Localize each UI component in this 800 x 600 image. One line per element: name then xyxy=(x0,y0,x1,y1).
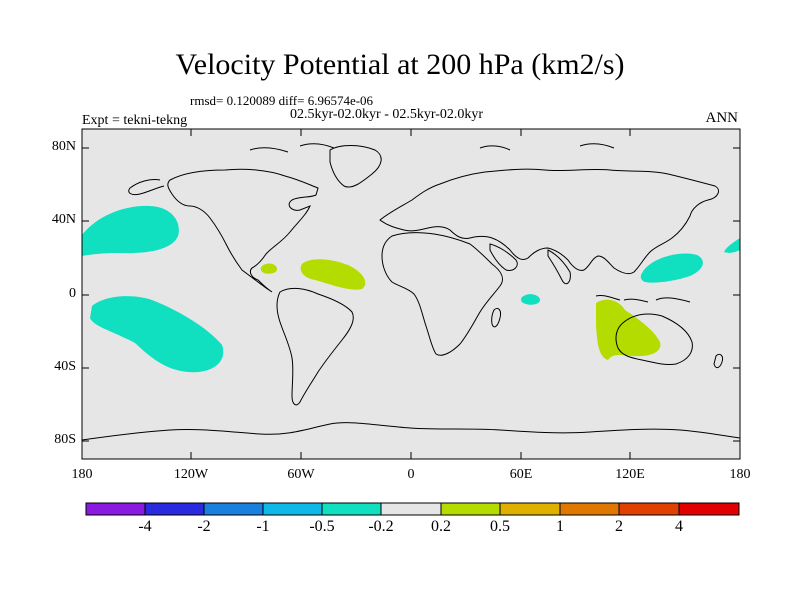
caribbean-positive-region xyxy=(300,259,366,290)
lon-label-120w: 120W xyxy=(173,467,209,482)
south-america-coastline xyxy=(276,287,354,406)
indian-ocean-negative-region xyxy=(521,294,541,305)
colorbar-box-6 xyxy=(380,502,442,516)
lon-ticks xyxy=(190,129,631,459)
colorbar-box-4 xyxy=(262,502,323,516)
colorbar-label-7: 0.5 xyxy=(490,518,510,535)
colorbar-box-10 xyxy=(618,502,680,516)
experiment-label: Expt = tekni-tekng xyxy=(82,113,188,128)
colorbar-label-3: -1 xyxy=(256,518,270,535)
new-zealand-coastline xyxy=(713,353,723,369)
north-pacific-negative-region xyxy=(82,205,179,256)
north-america-coastline xyxy=(167,168,319,293)
colorbar-box-7 xyxy=(440,502,501,516)
season-label: ANN xyxy=(705,110,739,126)
europe-asia-coastline xyxy=(379,168,719,275)
colorbar-box-8 xyxy=(499,502,561,516)
indonesia-coastline xyxy=(595,295,691,303)
arctic-islands-coastline xyxy=(249,143,615,153)
lat-label-80s: 80S xyxy=(54,432,76,447)
colorbar-label-8: 1 xyxy=(556,518,564,535)
colorbar-box-1 xyxy=(85,502,146,516)
africa-coastline xyxy=(381,232,503,356)
india-coastline xyxy=(547,249,571,285)
east-edge-negative-region xyxy=(724,238,740,253)
chart-title: Velocity Potential at 200 hPa (km2/s) xyxy=(175,48,625,81)
colorbar-label-2: -2 xyxy=(197,518,211,535)
colorbar-box-2 xyxy=(144,502,205,516)
colorbar-label-4: -0.5 xyxy=(309,518,335,535)
lat-ticks xyxy=(82,147,740,442)
ocean-background xyxy=(82,129,740,459)
lon-label-60e: 60E xyxy=(509,467,533,482)
greenland-coastline xyxy=(329,145,382,188)
antarctica-coastline xyxy=(81,422,741,441)
west-pacific-negative-region xyxy=(640,253,703,283)
rmsd-diff-stats: rmsd= 0.120089 diff= 6.96574e-06 xyxy=(190,93,374,108)
lat-label-0: 0 xyxy=(69,286,76,301)
lat-label-40s: 40S xyxy=(54,359,76,374)
colorbar-box-11 xyxy=(678,502,740,516)
lon-label-120e: 120E xyxy=(615,467,645,482)
colorbar-box-3 xyxy=(203,502,264,516)
experiment-period-subtitle: 02.5kyr-02.0kyr - 02.5kyr-02.0kyr xyxy=(290,107,484,122)
colorbar-label-6: 0.2 xyxy=(431,518,451,535)
colorbar-label-9: 2 xyxy=(615,518,623,535)
colorbar-label-1: -4 xyxy=(138,518,152,535)
lon-label-180-east: 180 xyxy=(729,467,751,482)
arabia-coastline xyxy=(489,243,518,271)
central-america-positive-region xyxy=(260,263,278,274)
colorbar xyxy=(85,502,740,516)
south-pacific-negative-region xyxy=(90,296,224,373)
lon-label-60w: 60W xyxy=(287,467,315,482)
colorbar-box-5 xyxy=(321,502,382,516)
lat-label-40n: 40N xyxy=(51,212,76,227)
anomaly-shading xyxy=(82,205,740,373)
madagascar-coastline xyxy=(491,307,501,328)
coastlines xyxy=(81,143,741,441)
colorbar-label-10: 4 xyxy=(675,518,683,535)
australia-coastline xyxy=(615,313,693,365)
lon-label-0: 0 xyxy=(407,467,415,482)
colorbar-box-9 xyxy=(559,502,620,516)
lat-label-80n: 80N xyxy=(51,139,76,154)
colorbar-label-5: -0.2 xyxy=(368,518,394,535)
australia-indian-positive-region xyxy=(596,299,661,360)
lon-label-180-west: 180 xyxy=(71,467,93,482)
alaska-coastline xyxy=(128,179,165,196)
